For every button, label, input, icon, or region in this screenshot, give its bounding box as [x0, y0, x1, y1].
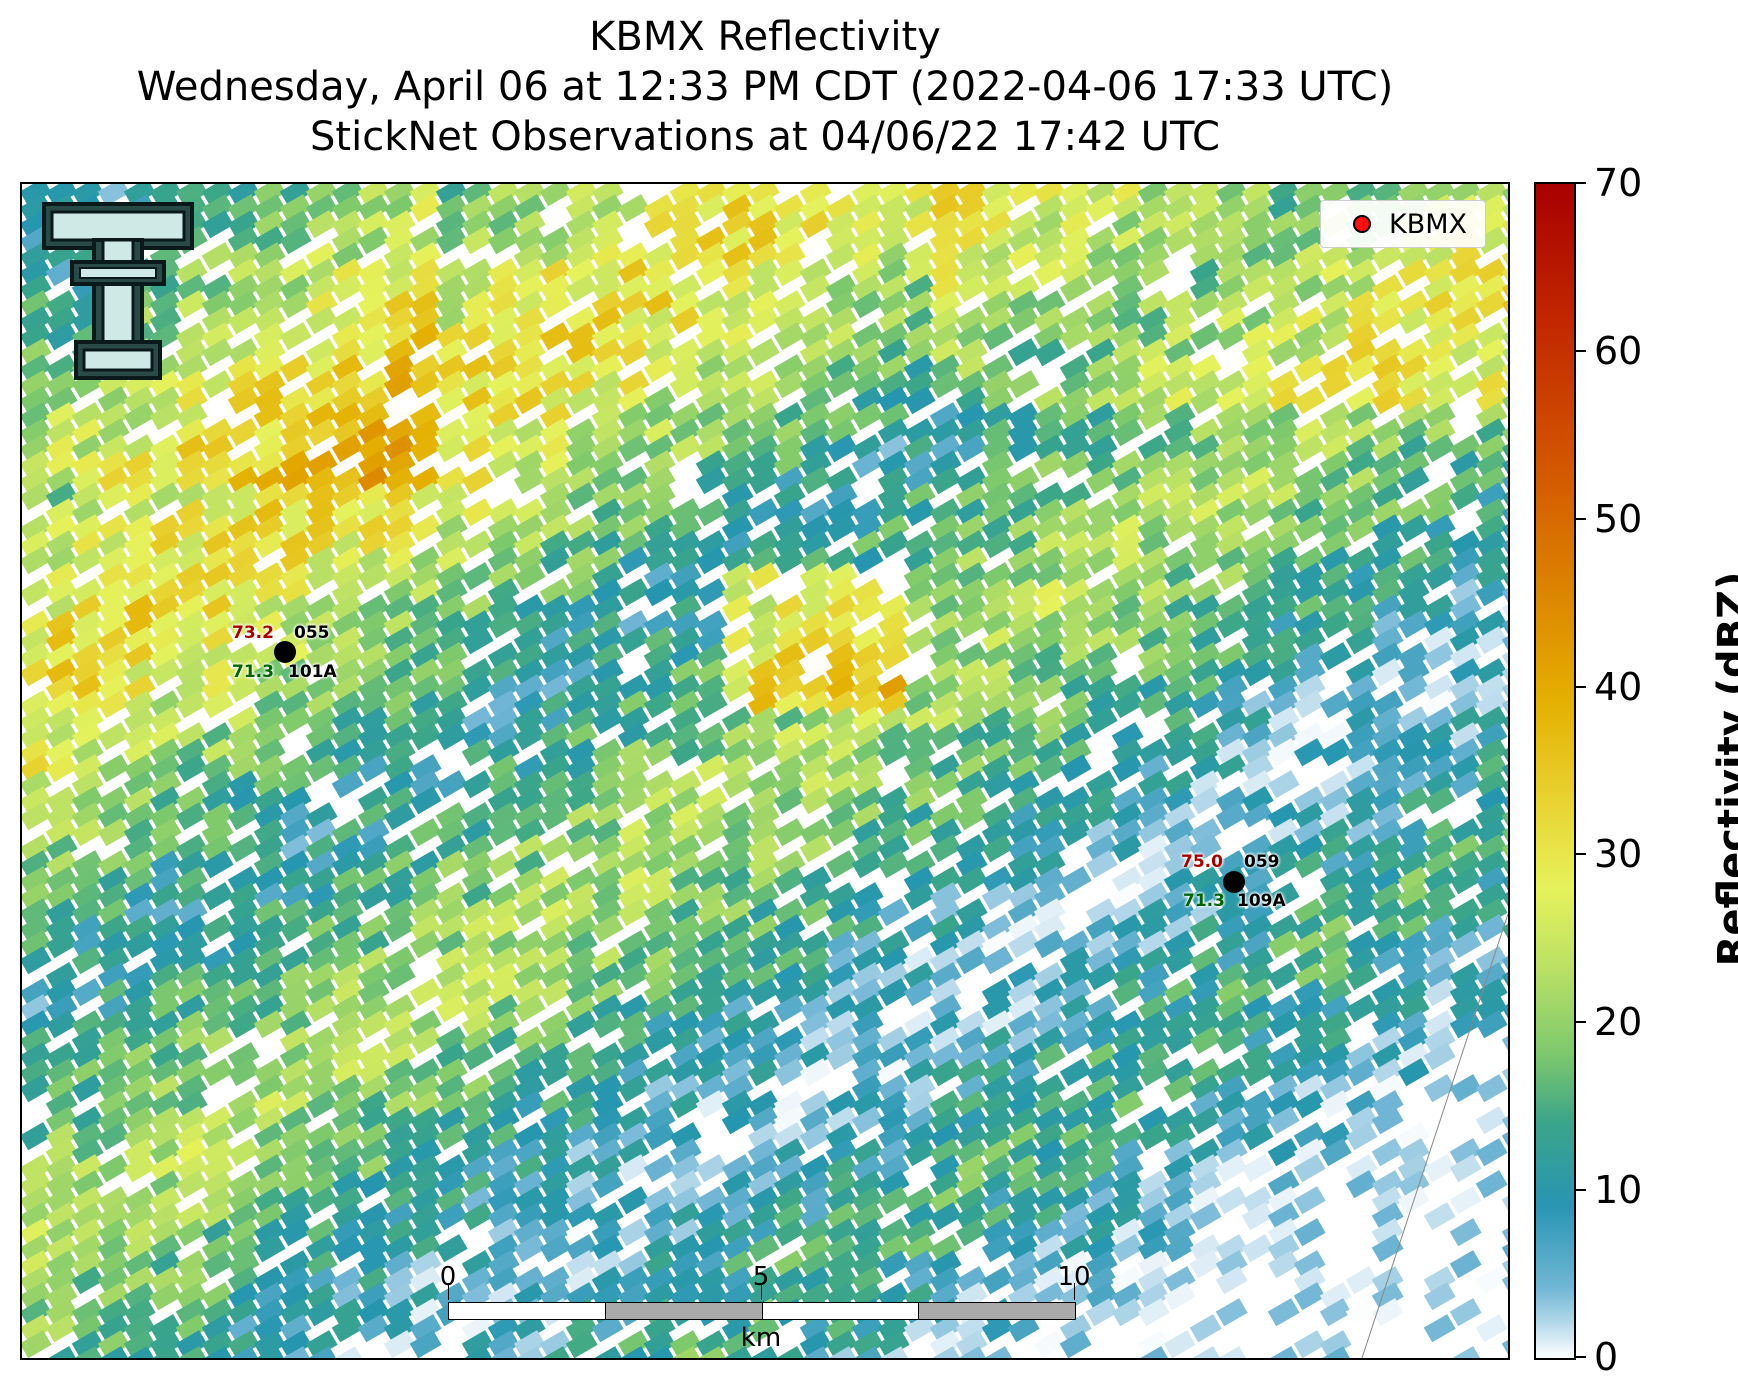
title-datetime: Wednesday, April 06 at 12:33 PM CDT (202…: [136, 64, 1394, 110]
scale-segment: [762, 1303, 920, 1319]
scale-segment: [449, 1303, 606, 1319]
station-id: 055: [294, 623, 330, 643]
title-radar: KBMX Reflectivity: [589, 14, 941, 60]
station-marker[interactable]: [274, 641, 296, 663]
colorbar: [1534, 182, 1576, 1360]
colorbar-label: 70: [1594, 161, 1643, 205]
colorbar-label: 60: [1594, 329, 1643, 373]
colorbar-tick: [1574, 518, 1586, 520]
scale-label: 5: [752, 1262, 770, 1292]
colorbar-tick: [1574, 1021, 1586, 1023]
scale-tick: [761, 1283, 762, 1300]
colorbar-tick: [1574, 182, 1586, 184]
colorbar-title: Reflectivity (dBZ): [1710, 571, 1738, 967]
radar-map[interactable]: [20, 182, 1510, 1360]
scale-bar: [448, 1302, 1076, 1320]
colorbar-tick: [1574, 1189, 1586, 1191]
station-temperature: 75.0: [1181, 852, 1223, 872]
legend-label-radar: KBMX: [1389, 208, 1468, 240]
colorbar-label: 30: [1594, 832, 1643, 876]
colorbar-label: 0: [1594, 1335, 1619, 1379]
station-temperature: 73.2: [232, 623, 274, 643]
scale-tick: [448, 1283, 449, 1300]
title-observations: StickNet Observations at 04/06/22 17:42 …: [310, 114, 1220, 160]
map-legend: KBMX: [1320, 200, 1486, 248]
station-dewpoint: 71.3: [232, 662, 274, 682]
double-t-logo-icon: [42, 202, 194, 380]
station-id: 059: [1244, 852, 1280, 872]
radar-site-marker-icon: [1353, 215, 1371, 233]
scale-unit: km: [740, 1323, 782, 1353]
scale-segment: [919, 1303, 1075, 1319]
station-dewpoint: 71.3: [1183, 891, 1225, 911]
colorbar-label: 50: [1594, 497, 1643, 541]
scale-tick: [1074, 1283, 1075, 1300]
reflectivity-field: [22, 184, 1508, 1358]
colorbar-tick: [1574, 686, 1586, 688]
figure-title: KBMX Reflectivity Wednesday, April 06 at…: [0, 12, 1530, 162]
station-probe: 109A: [1237, 891, 1286, 911]
colorbar-label: 20: [1594, 1000, 1643, 1044]
colorbar-label: 10: [1594, 1168, 1643, 1212]
station-marker[interactable]: [1223, 871, 1245, 893]
colorbar-label: 40: [1594, 665, 1643, 709]
scale-segment: [605, 1303, 763, 1319]
scale-label: 0: [439, 1262, 457, 1292]
station-probe: 101A: [288, 662, 337, 682]
colorbar-tick: [1574, 853, 1586, 855]
scale-label: 10: [1057, 1262, 1091, 1292]
colorbar-tick: [1574, 1356, 1586, 1358]
colorbar-tick: [1574, 350, 1586, 352]
